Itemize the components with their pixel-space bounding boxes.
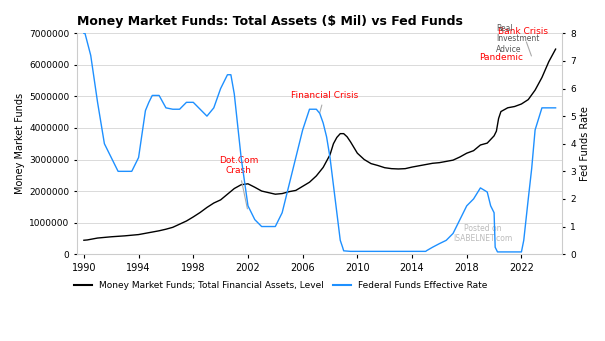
Text: Dot.Com
Crash: Dot.Com Crash bbox=[219, 156, 258, 209]
Text: Financial Crisis: Financial Crisis bbox=[291, 91, 358, 113]
Text: Real
Investment
Advice: Real Investment Advice bbox=[496, 24, 540, 54]
Text: Bank Crisis: Bank Crisis bbox=[498, 28, 548, 56]
Text: Posted on
ISABELNET.com: Posted on ISABELNET.com bbox=[454, 224, 513, 243]
Legend: Money Market Funds; Total Financial Assets, Level, Federal Funds Effective Rate: Money Market Funds; Total Financial Asse… bbox=[70, 278, 491, 294]
Y-axis label: Money Market Funds: Money Market Funds bbox=[15, 93, 25, 194]
Text: Pandemic: Pandemic bbox=[479, 53, 523, 62]
Y-axis label: Fed Funds Rate: Fed Funds Rate bbox=[580, 106, 590, 181]
Text: Money Market Funds: Total Assets ($ Mil) vs Fed Funds: Money Market Funds: Total Assets ($ Mil)… bbox=[77, 15, 463, 28]
